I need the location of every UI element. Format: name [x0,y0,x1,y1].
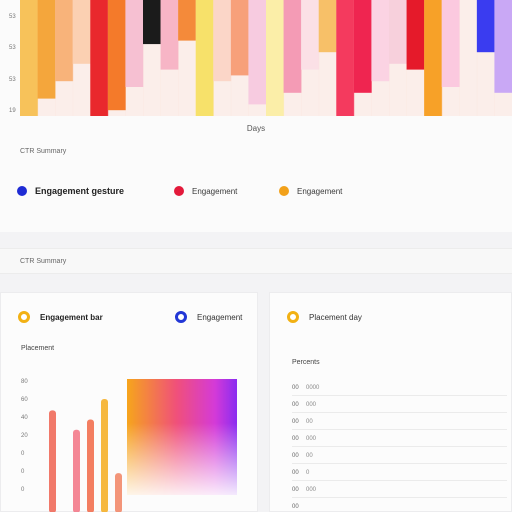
heat-column [494,0,512,93]
heat-column [424,0,443,116]
list-item-key: 00 [292,504,299,510]
heatmap-chart [20,0,512,116]
heat-column [213,0,232,82]
heat-column [37,0,56,99]
chart-caption: CTR Summary [20,148,67,155]
heat-column [301,0,320,70]
bar[interactable] [87,419,94,512]
y-tick: 0 [21,451,25,457]
list-item: 00 00 [292,453,507,464]
list-item-key: 00 [292,402,299,408]
legend-dot-icon [17,186,27,196]
list-item: 00 000 [292,436,507,447]
heat-column [107,0,126,111]
gradient-fade [127,423,237,495]
card-header: Placement day [287,311,362,323]
list-item-key: 00 [292,487,299,493]
y-tick: 0 [21,469,25,475]
bar[interactable] [101,399,108,512]
engagement-card: Engagement bar Engagement Placement 80 6… [0,292,258,512]
y-tick: 0 [21,487,25,493]
list-item-value: 0 [306,470,310,476]
y-tick: 60 [21,397,28,403]
list-item-key: 00 [292,419,299,425]
list-item-value: 0000 [306,385,320,391]
bar[interactable] [73,429,80,512]
list-item: 00 0 [292,470,507,481]
list-item-value: 000 [306,487,317,493]
heat-column [178,0,197,41]
card-subtitle: Percents [292,359,320,366]
list-item-value: 000 [306,436,317,442]
heat-column [266,0,285,116]
legend-item[interactable]: Engagement [279,186,342,196]
heat-column [353,0,372,93]
heat-column [90,0,109,116]
list-item-value: 00 [306,453,313,459]
card-legend[interactable]: Engagement [175,311,242,323]
legend-label: Engagement gesture [35,186,125,196]
heat-column [160,0,179,70]
card-title: Placement day [309,312,362,322]
legend-label: Engagement [297,186,343,196]
heat-column [336,0,355,116]
list-item: 00 0000 [292,385,507,396]
bar[interactable] [115,473,122,512]
list-item-key: 00 [292,453,299,459]
heat-column [248,0,267,105]
heat-column [143,0,162,45]
card-subtitle: Placement [21,345,55,352]
heat-column [371,0,390,82]
heat-column-bg [459,0,478,116]
strip-label: CTR Summary [20,258,67,265]
legend-dot-icon [174,186,184,196]
card-title: Engagement bar [40,312,103,322]
y-tick: 80 [21,379,28,385]
heat-column [72,0,91,64]
legend-item[interactable]: Engagement [174,186,237,196]
heat-column [389,0,408,64]
heat-column [283,0,302,93]
placement-card: Placement day Percents 00 0000 00 000 00 00 00… [269,292,512,512]
card-header: Engagement bar [18,311,103,323]
list-item-key: 00 [292,470,299,476]
heat-column [230,0,249,76]
list-item: 00 000 [292,402,507,413]
heat-column [55,0,74,82]
heat-column [406,0,425,70]
top-chart-card: 53 53 53 19 Days CTR Summary Engagement … [0,0,512,232]
x-axis-label: Days [246,124,266,133]
summary-strip: CTR Summary [0,248,512,274]
y-tick: 53 [9,45,16,51]
heat-column [441,0,460,87]
y-tick: 20 [21,433,28,439]
list-item-key: 00 [292,436,299,442]
status-ring-icon [175,311,187,323]
bar-chart [49,379,237,512]
y-tick: 40 [21,415,28,421]
list-item-key: 00 [292,385,299,391]
list-item: 00 00 [292,419,507,430]
heat-column [125,0,144,87]
y-tick: 53 [9,14,16,20]
legend-label: Engagement [192,186,238,196]
legend-label: Engagement [197,312,243,322]
legend-item[interactable]: Engagement gesture [17,186,124,196]
bar[interactable] [49,410,56,512]
heat-column [318,0,337,53]
list-item-value: 00 [306,419,313,425]
legend-dot-icon [279,186,289,196]
status-ring-icon [287,311,299,323]
status-ring-icon [18,311,30,323]
list-item-value: 000 [306,402,317,408]
y-tick: 19 [9,108,16,114]
y-tick: 53 [9,77,16,83]
legend: Engagement gesture Engagement Engagement [0,186,512,202]
heat-column [476,0,495,53]
list-item: 00 000 [292,487,507,498]
heat-column [20,0,39,116]
heat-column [195,0,214,116]
